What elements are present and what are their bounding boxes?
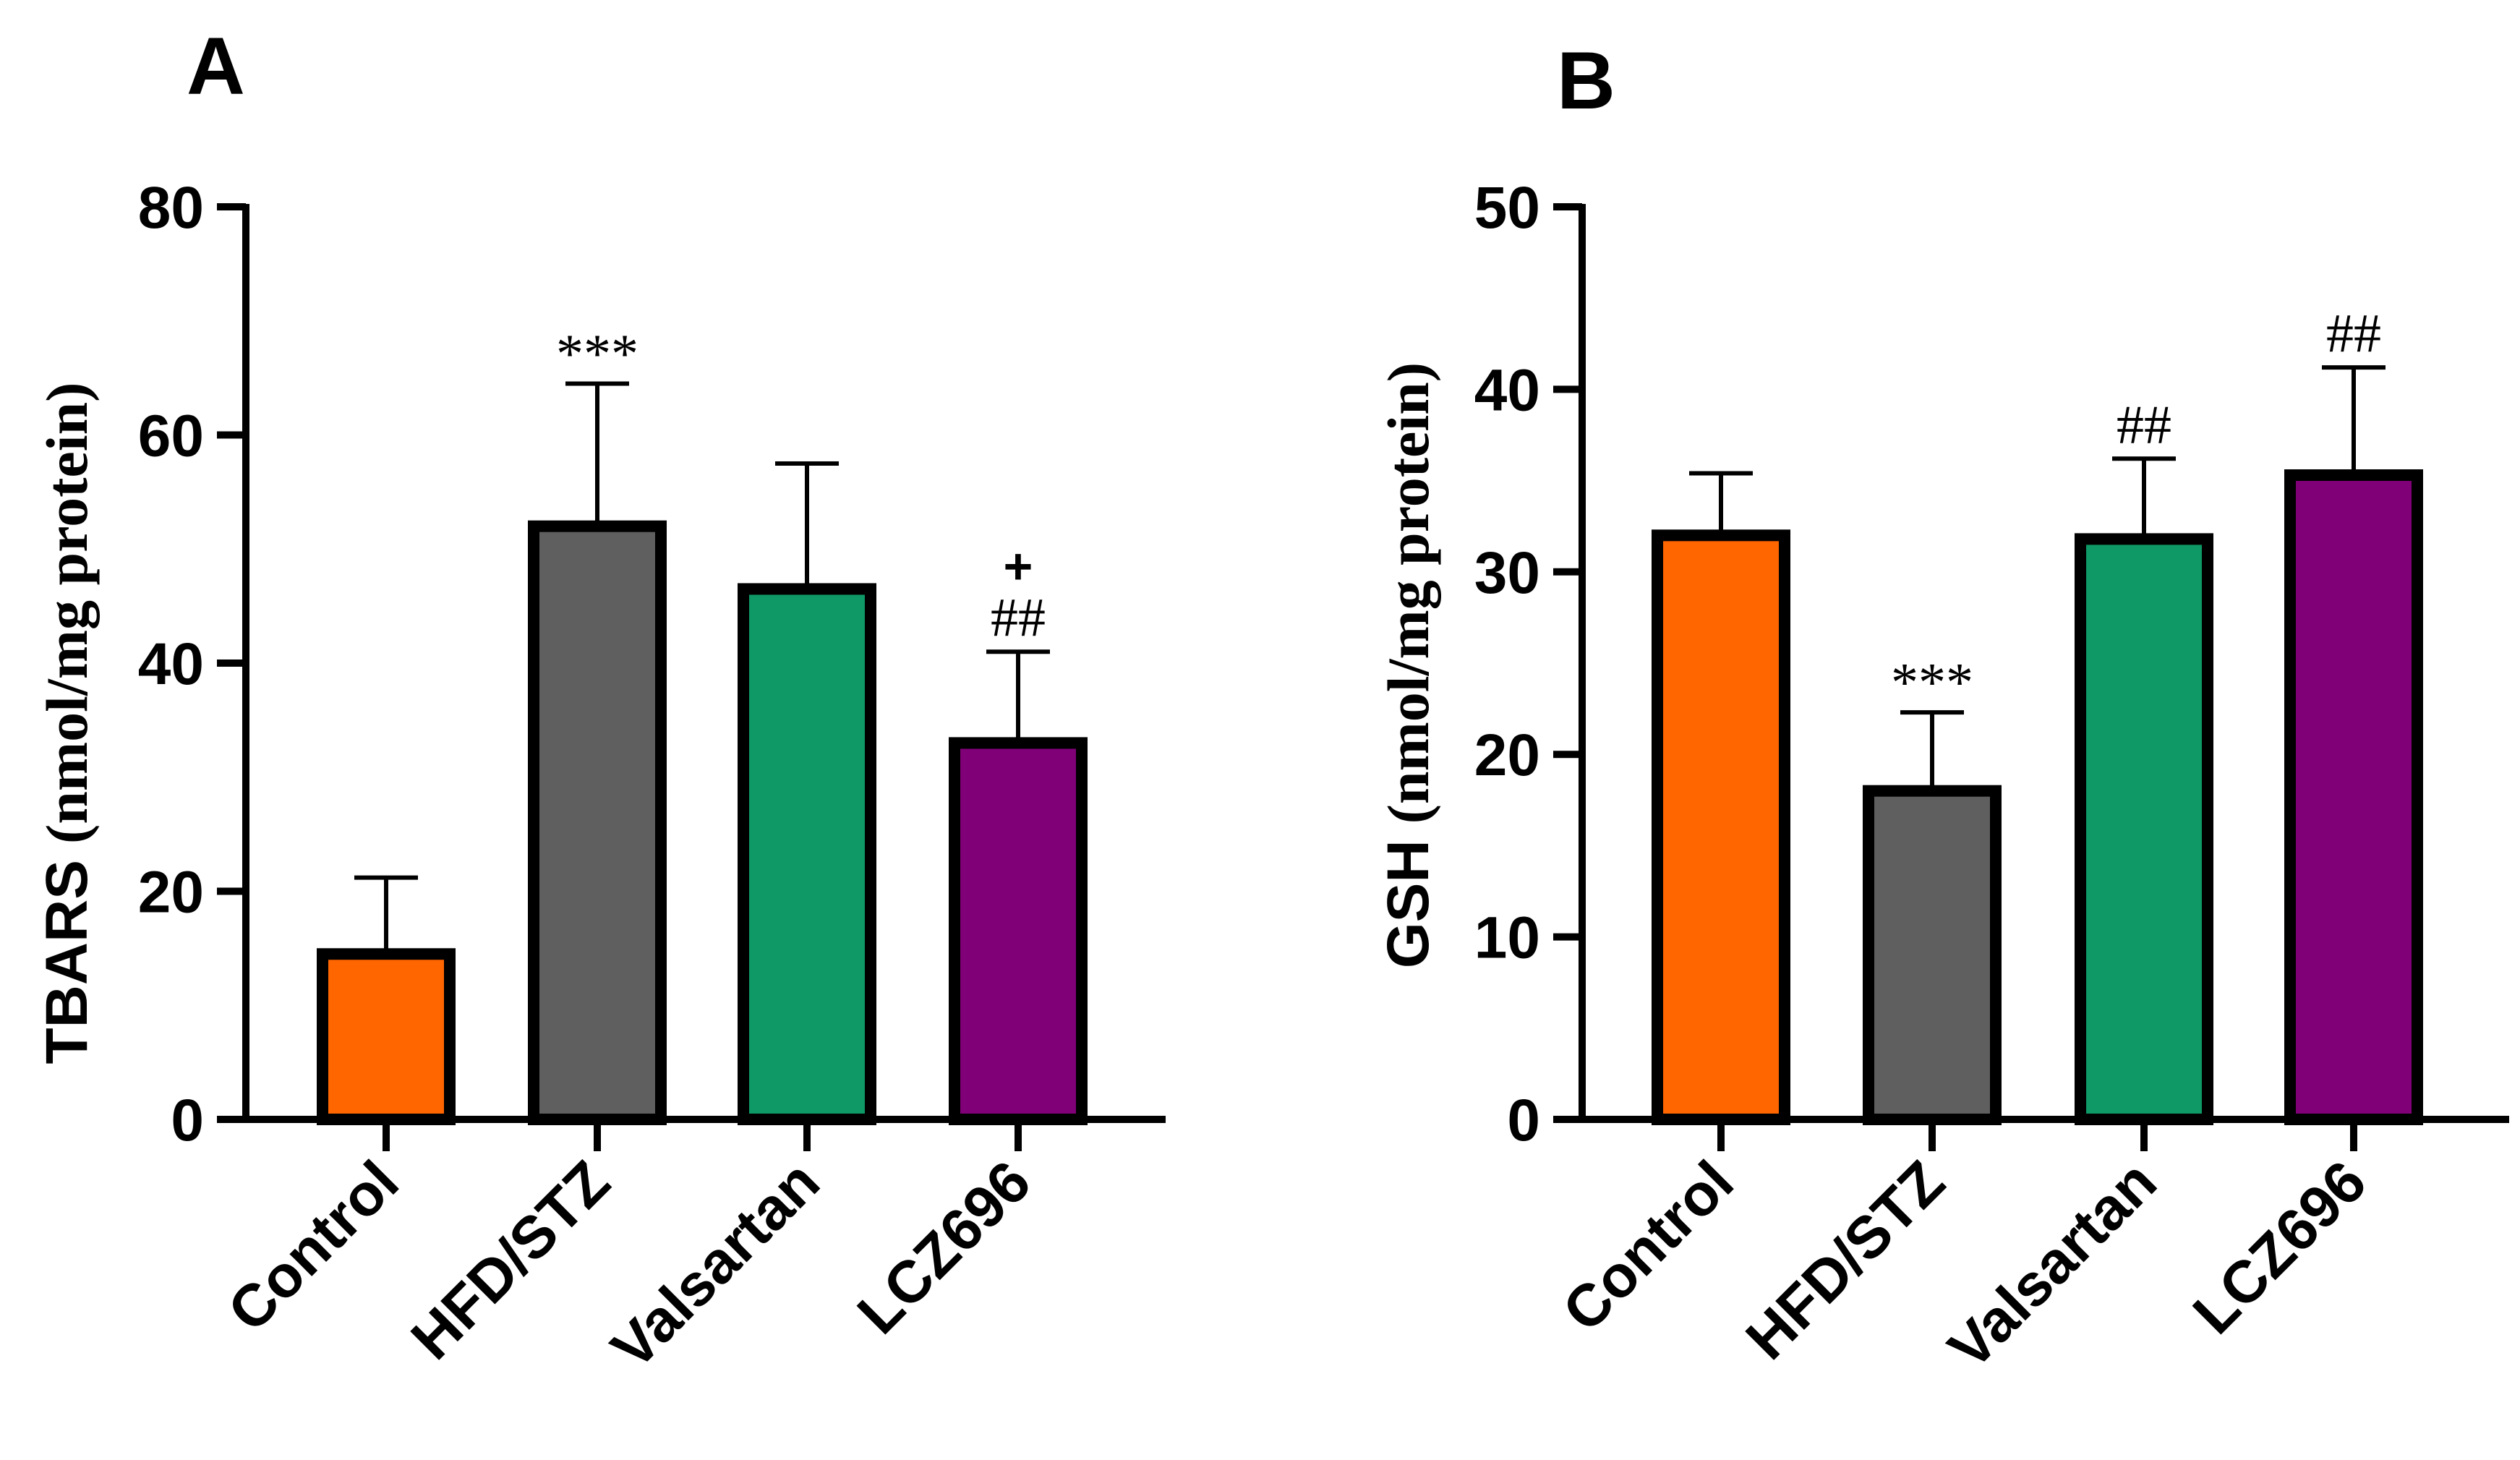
y-tick-label: 40 [1474,357,1540,423]
y-tick-label: 30 [1474,540,1540,606]
y-tick-label: 10 [1474,905,1540,971]
y-tick-label: 50 [1474,175,1540,241]
y-axis-title-main: GSH [1375,840,1441,968]
y-axis-title: GSH (nmol/mg protein) [1375,362,1441,968]
panel-letter: B [1557,35,1615,126]
y-tick-label: 0 [1507,1088,1540,1153]
y-tick-label: 0 [171,1088,204,1153]
bar-lcz696 [2284,469,2423,1125]
bar-control [317,948,456,1125]
bar-valsartan [738,583,876,1125]
x-category-label: Control [215,1148,411,1344]
significance-mark: *** [556,324,638,385]
significance-mark: ## [2326,303,2381,364]
bar-lcz696 [949,737,1088,1126]
y-tick-label: 20 [138,860,204,926]
bar-control [1652,529,1790,1125]
x-category-label: LCZ696 [845,1148,1043,1346]
panel-letter: A [187,21,245,111]
significance-mark: ## [991,587,1046,648]
y-axis-title: TBARS (nmol/mg protein) [34,383,100,1064]
y-tick-label: 80 [138,175,204,241]
x-category-label: Valsartan [599,1148,832,1381]
x-category-label: HFD/STZ [1734,1148,1957,1372]
significance-mark: ## [2117,394,2171,455]
x-category-label: HFD/STZ [399,1148,623,1372]
bar-hfd-stz [1863,785,2002,1126]
x-category-label: LCZ696 [2181,1148,2379,1346]
y-tick-label: 20 [1474,722,1540,788]
y-tick-label: 40 [138,631,204,697]
y-axis-title-main: TBARS [34,860,100,1064]
panel-b: B *** ## ## 0 10 20 30 40 50 ControlHFD/STZValsart… [1375,35,2509,1382]
x-category-label: Valsartan [1936,1148,2169,1381]
significance-mark: + [1004,538,1033,594]
y-tick-label: 60 [138,404,204,469]
y-axis-title-unit: (nmol/mg protein) [1375,362,1441,824]
bar-valsartan [2075,533,2213,1125]
x-category-label: Control [1550,1148,1746,1344]
significance-mark: *** [1891,652,1973,713]
bar-hfd-stz [528,520,667,1125]
y-axis-title-unit: (nmol/mg protein) [34,383,100,845]
